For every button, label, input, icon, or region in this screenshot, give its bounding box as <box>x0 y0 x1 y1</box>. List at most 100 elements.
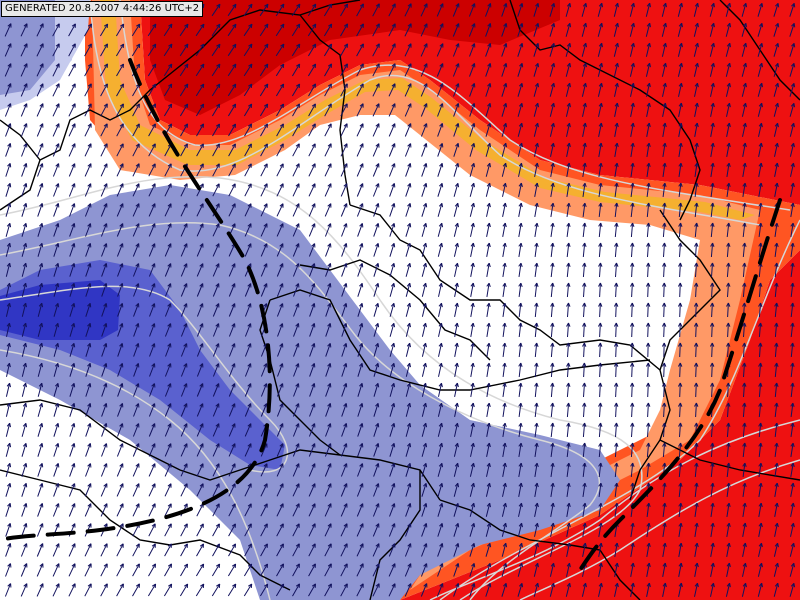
wind-arrow <box>196 363 204 377</box>
wind-arrow <box>115 23 125 37</box>
wind-arrow <box>437 202 444 217</box>
wind-arrow <box>758 322 763 338</box>
wind-arrow <box>774 522 779 537</box>
front-west <box>0 58 272 542</box>
wind-arrow <box>581 42 588 57</box>
wind-arrow <box>725 582 731 597</box>
wind-arrow <box>661 382 667 398</box>
wind-arrow <box>340 563 348 577</box>
wind-arrow <box>790 282 795 297</box>
wind-arrow <box>36 583 44 597</box>
wind-arrow <box>196 123 204 137</box>
wind-arrow <box>582 282 587 298</box>
wind-arrow <box>404 83 412 97</box>
wind-arrow <box>52 563 60 577</box>
wind-arrow <box>101 283 108 297</box>
wind-arrow <box>116 563 124 577</box>
wind-arrow <box>468 3 476 17</box>
wind-arrow <box>196 343 204 357</box>
wind-arrow <box>774 342 779 358</box>
wind-arrow <box>566 322 571 338</box>
wind-arrow <box>598 482 603 497</box>
wind-arrow <box>758 422 763 438</box>
wind-arrow <box>292 583 300 597</box>
wind-arrow <box>614 262 619 278</box>
wind-arrow <box>645 362 651 378</box>
wind-arrow <box>693 2 699 17</box>
wind-arrow <box>566 342 571 358</box>
wind-arrow <box>36 83 44 97</box>
wind-arrow <box>550 422 555 438</box>
wind-arrow <box>629 282 635 298</box>
wind-arrow <box>710 382 715 398</box>
wind-arrow <box>646 562 651 577</box>
wind-arrow <box>437 162 444 177</box>
wind-arrow <box>502 202 507 217</box>
wind-arrow <box>741 102 747 117</box>
wind-arrow <box>85 322 92 337</box>
wind-arrow <box>661 282 667 298</box>
wind-arrow <box>4 103 12 117</box>
dark-red-fill <box>150 0 560 115</box>
wind-arrow <box>470 282 475 297</box>
wind-arrow <box>100 83 108 97</box>
wind-arrow <box>69 443 76 457</box>
wind-arrow <box>582 522 587 537</box>
wind-arrow <box>53 422 60 437</box>
wind-arrow <box>549 42 556 57</box>
wind-arrow <box>21 183 28 197</box>
wind-arrow <box>341 383 348 397</box>
wind-arrow <box>565 42 572 57</box>
wind-arrow <box>437 563 444 577</box>
wind-arrow <box>163 43 173 57</box>
gold-isoband <box>100 0 755 220</box>
wind-arrow <box>228 323 236 337</box>
wind-arrow <box>550 242 555 257</box>
wind-arrow <box>502 302 507 317</box>
wind-arrow <box>518 322 523 338</box>
wind-arrow <box>308 483 316 497</box>
wind-arrow <box>550 442 555 457</box>
wind-arrow <box>85 463 92 477</box>
wind-arrow <box>325 383 332 397</box>
wind-arrow <box>388 83 396 97</box>
wind-arrow <box>212 523 220 537</box>
wind-arrow <box>325 343 332 357</box>
wind-arrow <box>502 242 507 257</box>
wind-arrow <box>37 242 44 257</box>
wind-arrow <box>694 462 699 478</box>
wind-arrow <box>661 22 667 37</box>
wind-arrow <box>662 142 667 157</box>
wind-arrow <box>581 22 588 37</box>
wind-arrow <box>132 163 140 177</box>
wind-arrow <box>661 362 667 378</box>
wind-arrow <box>340 463 348 477</box>
wind-arrow <box>212 443 220 457</box>
wind-arrow <box>53 262 60 277</box>
wind-arrow <box>308 463 316 477</box>
wind-arrow <box>324 583 332 597</box>
wind-arrow <box>228 143 236 157</box>
wind-arrow <box>101 423 108 437</box>
wind-arrow <box>52 103 60 117</box>
wind-arrow <box>630 562 635 577</box>
wind-arrow <box>373 223 380 237</box>
border-2 <box>349 204 661 371</box>
wind-arrow <box>438 302 443 317</box>
wind-arrow <box>758 142 763 157</box>
wind-arrow <box>469 142 476 157</box>
wind-arrow <box>164 423 172 437</box>
wind-arrow <box>501 502 507 517</box>
wind-arrow <box>404 3 412 17</box>
wind-arrow <box>789 142 795 157</box>
wind-arrow <box>259 583 269 597</box>
wind-arrow <box>742 162 747 177</box>
wind-arrow <box>356 143 364 157</box>
wind-arrow <box>356 583 364 597</box>
wind-arrow <box>341 403 348 417</box>
wind-arrow <box>340 543 348 557</box>
wind-arrow <box>453 522 460 537</box>
wind-arrow <box>517 142 523 157</box>
wind-arrow <box>292 543 300 557</box>
wind-arrow <box>726 122 731 137</box>
